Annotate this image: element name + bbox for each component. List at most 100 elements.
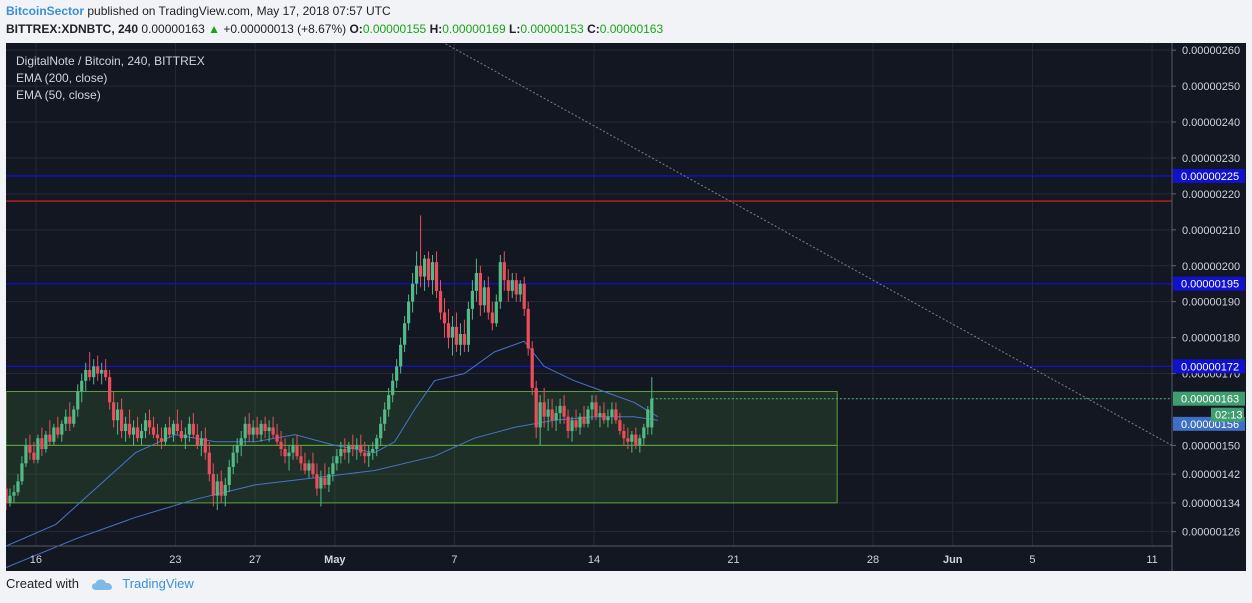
author-link[interactable]: BitcoinSector xyxy=(6,4,85,18)
candle-body xyxy=(171,423,176,435)
candle-body xyxy=(518,283,522,295)
candle-body xyxy=(287,452,291,457)
x-tick-label: 14 xyxy=(588,554,600,566)
candle-body xyxy=(116,409,120,421)
level-price-tag: 0.00000172 xyxy=(1181,361,1239,373)
zone-rect xyxy=(6,391,838,446)
candle-body xyxy=(359,445,363,453)
published-text: published on TradingView.com, May 17, 20… xyxy=(87,4,391,18)
candle-body xyxy=(554,413,558,421)
y-tick-label: 0.00000126 xyxy=(1182,527,1240,539)
candle-body xyxy=(610,409,614,417)
tradingview-link[interactable]: TradingView xyxy=(122,576,194,591)
x-tick-label: 5 xyxy=(1029,554,1035,566)
current-price-tag-bg xyxy=(1173,391,1245,406)
candle-body xyxy=(434,262,439,291)
candle-body xyxy=(255,427,259,435)
candle-body xyxy=(622,431,626,439)
candle-body xyxy=(534,387,538,428)
candle-body xyxy=(219,481,223,496)
candle-body xyxy=(112,402,116,421)
candle-body xyxy=(339,448,343,457)
candle-body xyxy=(363,452,367,457)
candle-body xyxy=(251,427,255,435)
low-value: 0.00000153 xyxy=(520,22,584,36)
candle-body xyxy=(96,366,100,374)
candle-body xyxy=(594,402,598,417)
zone-rect xyxy=(6,444,838,504)
x-tick-label: May xyxy=(324,554,346,566)
candle-body xyxy=(68,416,72,424)
candle-body xyxy=(570,420,574,432)
candle-body xyxy=(426,258,431,281)
y-tick-label: 0.00000230 xyxy=(1182,153,1240,165)
candle-body xyxy=(442,312,447,324)
candle-body xyxy=(299,456,303,464)
candle-body xyxy=(582,416,586,424)
candle-body xyxy=(207,452,211,475)
candle-body xyxy=(462,334,467,345)
candle-body xyxy=(44,434,48,449)
candle-body xyxy=(263,423,267,432)
candle-body xyxy=(490,312,494,324)
price-change: +0.00000013 (+8.67%) xyxy=(223,22,347,36)
candle-body xyxy=(76,391,80,410)
candle-body xyxy=(167,427,172,435)
candle-body xyxy=(379,423,383,439)
candle-body xyxy=(526,308,530,349)
y-tick-label: 0.00000150 xyxy=(1182,440,1240,452)
price-tags: 0.00000225 0.00000195 0.00000172 0.00000156… xyxy=(1173,168,1245,431)
candle-body xyxy=(454,326,459,345)
footer: Created with TradingView xyxy=(6,576,194,592)
candle-body xyxy=(48,434,52,442)
candle-body xyxy=(387,395,391,410)
candle-body xyxy=(367,452,371,457)
close-value: 0.00000163 xyxy=(599,22,664,36)
candle-body xyxy=(335,456,339,464)
candle-body xyxy=(307,463,311,471)
candle-body xyxy=(80,380,84,392)
candle-body xyxy=(578,416,582,428)
candle-body xyxy=(108,377,112,403)
candle-body xyxy=(231,452,235,467)
candle-body xyxy=(8,495,12,503)
candle-body xyxy=(566,416,570,432)
x-tick-label: 21 xyxy=(727,554,739,566)
price-chart[interactable]: 0.00000260 0.00000250 0.00000240 0.00000230… xyxy=(6,43,1246,571)
candle-body xyxy=(60,423,64,435)
candle-body xyxy=(72,409,76,424)
candle-body xyxy=(422,258,427,277)
candle-body xyxy=(538,402,542,428)
candle-body xyxy=(598,413,602,417)
candles xyxy=(6,215,654,511)
candle-body xyxy=(642,427,646,439)
candle-body xyxy=(183,434,187,439)
candle-body xyxy=(267,427,271,432)
candle-body xyxy=(375,438,379,449)
y-tick-label: 0.00000180 xyxy=(1182,333,1240,345)
candle-body xyxy=(283,448,287,457)
y-tick-label: 0.00000240 xyxy=(1182,117,1240,129)
candle-body xyxy=(638,438,642,446)
price-axis[interactable] xyxy=(1172,43,1246,571)
last-price: 0.00000163 xyxy=(141,22,205,36)
candle-body xyxy=(482,287,486,306)
y-tick-label: 0.00000190 xyxy=(1182,297,1240,309)
candle-body xyxy=(630,434,634,442)
candle-body xyxy=(6,488,8,503)
candle-body xyxy=(199,438,203,446)
candle-body xyxy=(510,280,514,291)
candle-body xyxy=(411,283,415,302)
candle-body xyxy=(215,481,219,496)
y-tick-label: 0.00000220 xyxy=(1182,189,1240,201)
countdown-tag-bg xyxy=(1211,407,1244,422)
ema50-line xyxy=(6,340,659,547)
level-price-tag-bg xyxy=(1173,359,1245,374)
candle-body xyxy=(323,477,327,485)
ema-price-tag: 0.00000156 xyxy=(1181,419,1239,431)
candle-body xyxy=(303,463,307,471)
candle-body xyxy=(227,466,231,485)
countdown-tag: 02:13 xyxy=(1215,410,1243,422)
candle-body xyxy=(247,423,251,435)
candle-body xyxy=(562,405,566,417)
